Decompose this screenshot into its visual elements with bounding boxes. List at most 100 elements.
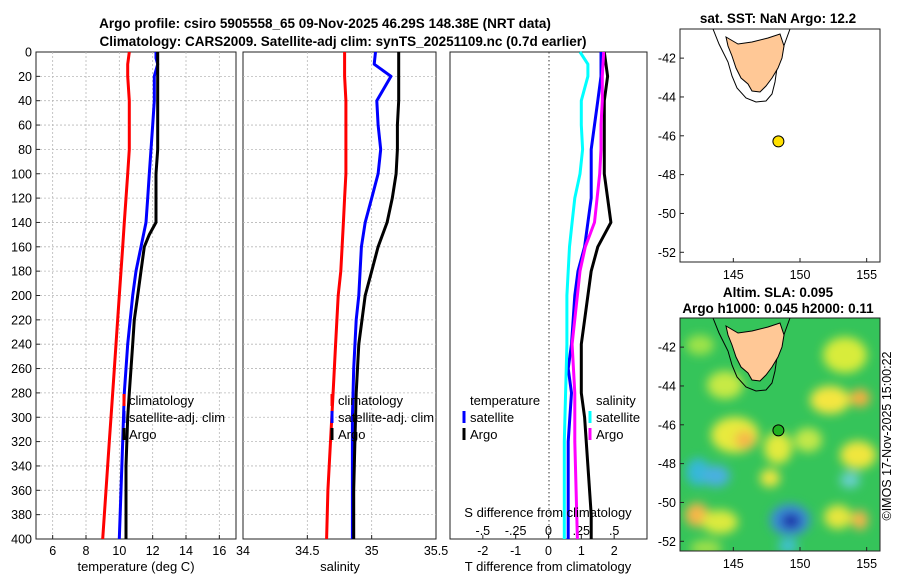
depth-tick-label: 360 <box>11 484 32 498</box>
series-line-salinity-satellite <box>562 51 590 539</box>
x-tick-label: 12 <box>146 544 160 558</box>
figure-title-line2: Climatology: CARS2009. Satellite-adj cli… <box>100 34 587 49</box>
x-tick-label: 0 <box>545 544 552 558</box>
x2-tick-label: -.5 <box>476 524 491 538</box>
depth-tick-label: 380 <box>11 508 32 522</box>
map-lat-tick-label: -46 <box>658 418 676 432</box>
difference-xlabel-salinity: S difference from climatology <box>464 505 632 520</box>
map-lat-tick-label: -46 <box>658 129 676 143</box>
depth-tick-label: 140 <box>11 216 32 230</box>
salinity-panel: 34 34.5 35 35.5 salinity climatology satell… <box>236 51 448 574</box>
depth-tick-label: 20 <box>18 70 32 84</box>
map-lon-tick-label: 155 <box>856 268 877 282</box>
legend-title-salinity: salinity <box>596 393 636 408</box>
temperature-legend: climatology satellite-adj. clim Argo <box>122 393 225 442</box>
legend-label-sal-satellite: satellite <box>596 410 640 425</box>
x2-tick-label: -.25 <box>505 524 527 538</box>
depth-tick-label: 300 <box>11 411 32 425</box>
sla-map-title: Altim. SLA: 0.095 <box>723 285 834 300</box>
depth-tick-label: 240 <box>11 338 32 352</box>
series-line-argo <box>352 52 401 539</box>
depth-tick-label: 320 <box>11 435 32 449</box>
x-tick-label: 10 <box>112 544 126 558</box>
depth-tick-label: 0 <box>25 46 32 60</box>
map-lat-tick-label: -52 <box>658 535 676 549</box>
sla-field-blobs <box>685 335 876 551</box>
x-tick-label: -1 <box>510 544 521 558</box>
legend-label-satellite-adj: satellite-adj. clim <box>129 410 225 425</box>
series-line-temperature-argo <box>579 51 613 539</box>
x-tick-label: 2 <box>611 544 618 558</box>
difference-xlabel: T difference from climatology <box>465 559 632 574</box>
difference-legend: temperature satellite Argo salinity sate… <box>462 393 640 442</box>
sla-map-panel: Altim. SLA: 0.095 Argo h1000: 0.045 h200… <box>658 285 881 571</box>
x-tick-label: 35.5 <box>424 544 448 558</box>
x-tick-label: 14 <box>179 544 193 558</box>
salinity-legend: climatology satellite-adj. clim Argo <box>330 393 434 442</box>
map-lat-tick-label: -50 <box>658 496 676 510</box>
legend-label-argo: Argo <box>338 427 365 442</box>
legend-label-temp-satellite: satellite <box>470 410 514 425</box>
depth-tick-label: 280 <box>11 386 32 400</box>
argo-location-marker <box>772 424 785 437</box>
argo-location-marker <box>772 135 785 148</box>
map-lon-tick-label: 150 <box>790 557 811 571</box>
series-line-satellite-adj-clim <box>117 52 160 540</box>
x-tick-label: 16 <box>212 544 226 558</box>
temperature-xlabel: temperature (deg C) <box>77 559 194 574</box>
sla-map-area <box>679 317 881 552</box>
x-tick-label: 1 <box>578 544 585 558</box>
map-lat-tick-label: -48 <box>658 457 676 471</box>
series-line-satellite-adj-clim <box>350 51 393 539</box>
x2-tick-label: 0 <box>545 524 552 538</box>
figure-title-line1: Argo profile: csiro 5905558_65 09-Nov-20… <box>99 16 551 31</box>
map-lon-tick-label: 155 <box>856 557 877 571</box>
map-lat-tick-label: -44 <box>658 379 676 393</box>
map-lon-tick-label: 145 <box>723 268 744 282</box>
depth-tick-label: 180 <box>11 265 32 279</box>
map-lon-tick-label: 150 <box>790 268 811 282</box>
tasmania-land <box>725 33 785 93</box>
sst-map-panel: sat. SST: NaN Argo: 12.2 145 150 155 -42 -44… <box>658 11 881 282</box>
depth-tick-label: 60 <box>18 119 32 133</box>
x2-tick-label: .25 <box>573 524 590 538</box>
difference-panel: -2 -1 0 1 2 -.5 -.25 0 .25 .5 T difference from … <box>449 51 648 574</box>
sla-map-subtitle: Argo h1000: 0.045 h2000: 0.11 <box>682 301 874 316</box>
x-tick-label: 34 <box>236 544 250 558</box>
map-lat-tick-label: -42 <box>658 341 676 355</box>
x-tick-label: 34.5 <box>295 544 319 558</box>
tasmania-land <box>725 322 785 382</box>
depth-tick-label: 80 <box>18 143 32 157</box>
x2-tick-label: .5 <box>609 524 619 538</box>
sst-map-title: sat. SST: NaN Argo: 12.2 <box>700 11 856 26</box>
legend-title-temperature: temperature <box>470 393 540 408</box>
series-line-climatology <box>101 51 131 540</box>
legend-label-temp-argo: Argo <box>470 427 497 442</box>
depth-tick-label: 40 <box>18 94 32 108</box>
x-tick-label: -2 <box>477 544 488 558</box>
depth-tick-label: 120 <box>11 192 32 206</box>
map-lon-tick-label: 145 <box>723 557 744 571</box>
depth-tick-label: 400 <box>11 533 32 547</box>
depth-tick-label: 200 <box>11 289 32 303</box>
map-lat-tick-label: -42 <box>658 52 676 66</box>
temperature-panel: 0 20 40 60 80 100 120 140 160 180 200 220 240 260 280 3… <box>11 46 237 574</box>
series-line-salinity-argo <box>570 51 606 540</box>
legend-label-satellite-adj: satellite-adj. clim <box>338 410 434 425</box>
depth-tick-label: 160 <box>11 240 32 254</box>
series-line-argo <box>124 52 160 539</box>
salinity-xlabel: salinity <box>320 559 360 574</box>
x-tick-label: 35 <box>365 544 379 558</box>
depth-tick-label: 260 <box>11 362 32 376</box>
legend-label-sal-argo: Argo <box>596 427 623 442</box>
depth-tick-label: 340 <box>11 459 32 473</box>
legend-label-climatology: climatology <box>338 393 404 408</box>
legend-label-argo: Argo <box>129 427 156 442</box>
map-lat-tick-label: -52 <box>658 246 676 260</box>
map-lat-tick-label: -44 <box>658 90 676 104</box>
depth-tick-label: 220 <box>11 313 32 327</box>
map-lat-tick-label: -50 <box>658 207 676 221</box>
map-lat-tick-label: -48 <box>658 168 676 182</box>
imos-watermark: ©IMOS 17-Nov-2025 15:00:22 <box>880 351 894 520</box>
